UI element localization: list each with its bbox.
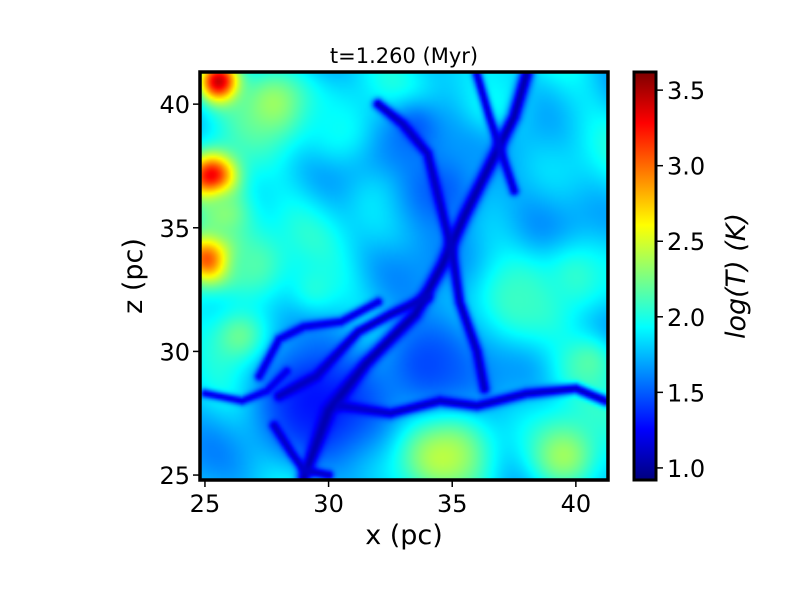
y-axis: 25 30 35 40	[159, 91, 200, 490]
x-axis-label: x (pc)	[365, 520, 443, 551]
colorbar-tick-label: 2.0	[667, 304, 705, 332]
colorbar-tick-label: 3.5	[667, 77, 705, 105]
x-tick-label: 35	[437, 490, 468, 518]
x-tick-label: 25	[190, 490, 221, 518]
colorbar-tick-label: 1.0	[667, 455, 705, 483]
colorbar-label: log(T) (K)	[721, 213, 752, 339]
x-axis: 25 30 35 40	[190, 480, 591, 518]
y-axis-label: z (pc)	[118, 238, 149, 314]
chart-title: t=1.260 (Myr)	[330, 44, 478, 68]
colorbar-tick-label: 2.5	[667, 228, 705, 256]
y-tick-label: 30	[159, 338, 190, 366]
heatmap-image	[200, 72, 608, 480]
colorbar-axis: 1.0 1.5 2.0 2.5 3.0 3.5	[656, 77, 705, 483]
colorbar-tick-label: 3.0	[667, 153, 705, 181]
y-tick-label: 40	[159, 91, 190, 119]
y-tick-label: 35	[159, 215, 190, 243]
colorbar-tick-label: 1.5	[667, 379, 705, 407]
y-tick-label: 25	[159, 462, 190, 490]
x-tick-label: 40	[561, 490, 592, 518]
plot-frame	[198, 70, 610, 482]
colorbar	[632, 70, 658, 482]
x-tick-label: 30	[313, 490, 344, 518]
